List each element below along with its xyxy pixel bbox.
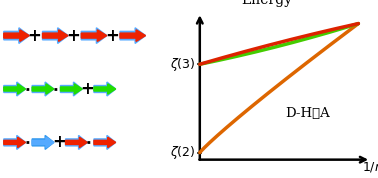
- Text: +: +: [105, 27, 119, 45]
- FancyArrow shape: [32, 137, 54, 148]
- Text: +: +: [81, 80, 94, 98]
- FancyArrow shape: [32, 82, 54, 96]
- FancyArrow shape: [32, 84, 54, 94]
- FancyArrow shape: [4, 28, 29, 43]
- FancyArrow shape: [4, 82, 26, 96]
- Text: Energy: Energy: [241, 0, 292, 7]
- Text: $\zeta(2)$: $\zeta(2)$: [170, 144, 195, 161]
- FancyArrow shape: [4, 84, 26, 94]
- FancyArrow shape: [94, 137, 116, 148]
- FancyArrow shape: [81, 30, 107, 41]
- FancyArrow shape: [94, 82, 116, 96]
- FancyArrow shape: [42, 30, 68, 41]
- FancyArrow shape: [120, 28, 146, 43]
- FancyArrow shape: [4, 137, 26, 148]
- FancyArrow shape: [94, 135, 116, 149]
- FancyArrow shape: [81, 28, 107, 43]
- FancyArrow shape: [4, 135, 26, 149]
- FancyArrow shape: [42, 28, 68, 43]
- FancyArrow shape: [66, 135, 87, 149]
- FancyArrow shape: [32, 135, 54, 149]
- Text: +: +: [28, 27, 41, 45]
- Text: +: +: [66, 27, 80, 45]
- Text: +: +: [52, 133, 66, 151]
- Text: $1/n$: $1/n$: [362, 160, 378, 174]
- FancyArrow shape: [66, 137, 87, 148]
- FancyArrow shape: [60, 82, 82, 96]
- FancyArrow shape: [4, 30, 29, 41]
- Text: D-H⋯A: D-H⋯A: [285, 107, 330, 120]
- FancyArrow shape: [120, 30, 146, 41]
- FancyArrow shape: [94, 84, 116, 94]
- FancyArrow shape: [60, 84, 82, 94]
- Text: $\zeta(3)$: $\zeta(3)$: [170, 56, 195, 73]
